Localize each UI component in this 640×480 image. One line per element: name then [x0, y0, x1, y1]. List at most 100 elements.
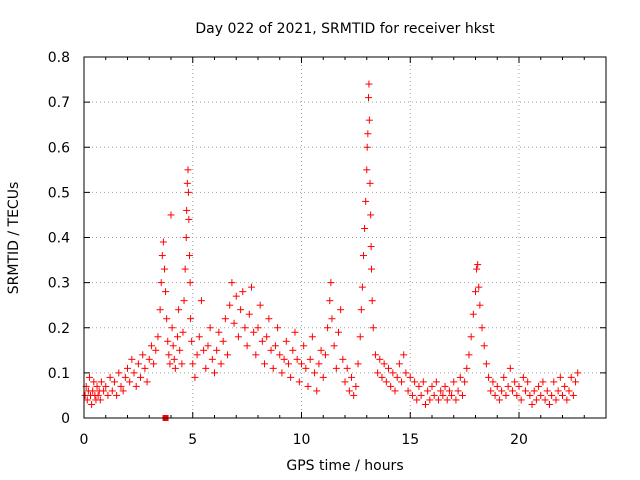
- data-point: [182, 234, 190, 241]
- data-point: [263, 333, 271, 341]
- y-tick-label: 0.8: [48, 50, 70, 66]
- data-point: [491, 391, 499, 399]
- data-point: [343, 364, 351, 372]
- data-point: [180, 297, 188, 305]
- data-point: [572, 378, 580, 386]
- data-point: [197, 297, 205, 305]
- data-point: [186, 279, 194, 287]
- data-point: [195, 333, 203, 341]
- data-point: [506, 364, 514, 372]
- data-point: [97, 378, 105, 386]
- data-point: [413, 396, 421, 404]
- data-point: [139, 351, 147, 359]
- data-point: [145, 355, 153, 363]
- data-point: [437, 387, 445, 395]
- data-point: [96, 396, 104, 404]
- data-point: [361, 224, 369, 232]
- data-point: [452, 396, 460, 404]
- data-point: [168, 324, 176, 332]
- data-point: [200, 346, 208, 354]
- data-point: [404, 387, 412, 395]
- data-point: [121, 373, 129, 381]
- data-point: [541, 396, 549, 404]
- data-point: [308, 333, 316, 341]
- data-point: [515, 382, 523, 390]
- data-point: [473, 265, 481, 273]
- data-point: [265, 315, 273, 323]
- data-point: [389, 369, 397, 377]
- x-tick-label: 0: [80, 432, 89, 448]
- data-point: [350, 391, 358, 399]
- data-point: [94, 391, 102, 399]
- data-point: [467, 333, 475, 341]
- data-point: [178, 360, 186, 368]
- data-point: [183, 179, 191, 187]
- data-point: [500, 373, 508, 381]
- data-point: [179, 328, 187, 336]
- data-point: [106, 373, 114, 381]
- data-point: [345, 387, 353, 395]
- data-point: [368, 297, 376, 305]
- data-point: [522, 387, 530, 395]
- data-point: [232, 292, 240, 300]
- data-point: [167, 211, 175, 219]
- data-point: [126, 378, 134, 386]
- data-point: [569, 391, 577, 399]
- data-point: [276, 351, 284, 359]
- y-tick-label: 0.4: [48, 231, 70, 247]
- data-point: [258, 337, 266, 345]
- data-point: [83, 396, 91, 404]
- data-point: [154, 333, 162, 341]
- data-point: [378, 373, 386, 381]
- data-point: [267, 346, 275, 354]
- data-point: [247, 283, 255, 291]
- data-point: [348, 373, 356, 381]
- data-point: [517, 396, 525, 404]
- data-point: [241, 324, 249, 332]
- data-point: [185, 215, 193, 223]
- data-point: [480, 342, 488, 350]
- data-point: [215, 328, 223, 336]
- data-point: [374, 369, 382, 377]
- data-point: [208, 355, 216, 363]
- x-axis-title: GPS time / hours: [286, 458, 403, 474]
- data-point: [237, 306, 245, 314]
- data-point: [261, 360, 269, 368]
- data-point: [339, 355, 347, 363]
- data-point: [169, 342, 177, 350]
- data-point: [159, 238, 167, 246]
- y-tick-label: 0.5: [48, 185, 70, 201]
- data-point: [291, 328, 299, 336]
- data-point: [395, 360, 403, 368]
- data-point: [117, 382, 125, 390]
- grid: [84, 57, 606, 418]
- data-point: [187, 315, 195, 323]
- data-point: [252, 351, 260, 359]
- y-tick-label: 0.1: [48, 366, 70, 382]
- x-tick-labels: 0 5 10 15 20: [80, 432, 528, 448]
- data-point: [89, 387, 97, 395]
- data-point: [554, 387, 562, 395]
- data-point: [435, 396, 443, 404]
- data-point: [243, 342, 251, 350]
- data-point: [137, 373, 145, 381]
- data-point: [191, 373, 199, 381]
- data-point: [367, 243, 375, 251]
- data-point: [132, 382, 140, 390]
- data-point: [170, 355, 178, 363]
- data-point: [134, 360, 142, 368]
- data-point: [454, 387, 462, 395]
- data-point: [417, 391, 425, 399]
- data-point: [358, 283, 366, 291]
- data-point: [143, 378, 151, 386]
- data-point: [543, 387, 551, 395]
- data-point: [221, 315, 229, 323]
- y-tick-label: 0.6: [48, 140, 70, 156]
- data-point: [526, 391, 534, 399]
- data-point: [206, 324, 214, 332]
- data-point: [365, 80, 373, 88]
- data-point: [250, 328, 258, 336]
- data-point: [141, 364, 149, 372]
- data-point: [513, 391, 521, 399]
